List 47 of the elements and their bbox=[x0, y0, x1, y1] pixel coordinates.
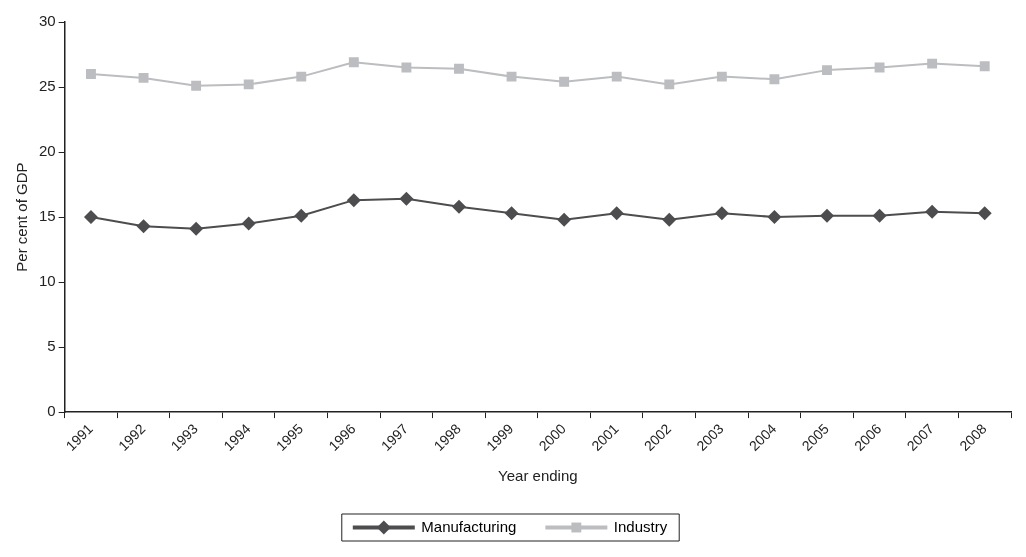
point bbox=[662, 212, 677, 227]
legend-label: Manufacturing bbox=[421, 517, 517, 535]
point bbox=[189, 221, 204, 236]
point bbox=[294, 208, 309, 223]
point bbox=[611, 71, 622, 82]
point bbox=[609, 206, 624, 221]
point bbox=[83, 210, 98, 225]
point bbox=[346, 193, 361, 208]
point bbox=[664, 79, 675, 90]
point bbox=[819, 208, 834, 223]
point bbox=[767, 210, 782, 225]
point bbox=[506, 71, 517, 82]
point bbox=[769, 74, 780, 85]
y-tick-label: 5 bbox=[47, 337, 56, 355]
point bbox=[872, 208, 887, 223]
point bbox=[241, 216, 256, 231]
point bbox=[138, 72, 149, 83]
point bbox=[822, 65, 832, 76]
point bbox=[979, 61, 990, 72]
point bbox=[454, 63, 464, 74]
y-tick-label: 30 bbox=[39, 12, 56, 30]
y-tick-label: 20 bbox=[39, 142, 56, 160]
point bbox=[927, 58, 938, 69]
legend-label: Industry bbox=[613, 517, 668, 535]
point bbox=[86, 69, 96, 79]
point bbox=[559, 76, 570, 87]
point bbox=[716, 71, 727, 82]
point bbox=[136, 219, 151, 234]
point bbox=[977, 206, 992, 221]
point bbox=[714, 206, 729, 221]
point bbox=[925, 204, 940, 219]
point bbox=[874, 62, 885, 73]
point bbox=[399, 191, 414, 206]
point bbox=[504, 206, 519, 221]
x-axis-title: Year ending bbox=[498, 467, 578, 485]
point bbox=[557, 212, 572, 227]
y-tick-label: 15 bbox=[39, 207, 56, 225]
point bbox=[296, 71, 307, 82]
point bbox=[191, 80, 202, 91]
y-tick-label: 25 bbox=[39, 77, 56, 95]
point bbox=[401, 62, 412, 73]
point bbox=[348, 57, 359, 68]
y-tick-label: 0 bbox=[47, 402, 56, 420]
point bbox=[451, 199, 466, 214]
point bbox=[243, 79, 254, 90]
y-tick-label: 10 bbox=[39, 272, 56, 290]
y-axis-title: Per cent of GDP bbox=[13, 162, 31, 272]
